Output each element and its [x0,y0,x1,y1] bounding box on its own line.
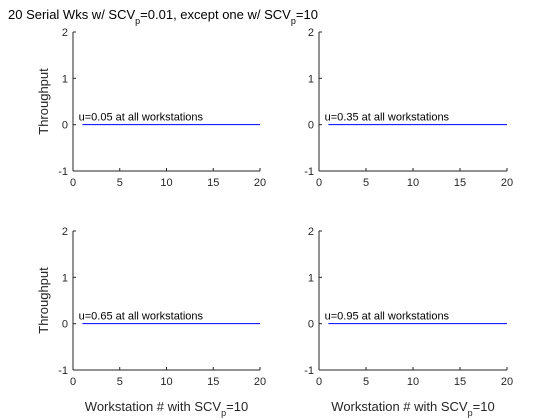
x-tick-label: 10 [407,177,419,189]
x-tick-label: 10 [160,376,172,388]
y-tick-label: 1 [62,73,68,85]
y-tick-label: 2 [308,226,314,238]
y-tick-label: 0 [308,319,314,331]
x-tick-label: 20 [254,376,266,388]
x-tick-label: 5 [363,177,369,189]
annotation-label: u=0.05 at all workstations [79,112,204,124]
x-axis-label: Workstation # with SCVp=10 [85,399,248,418]
y-tick-label: 2 [62,27,68,39]
x-tick-label: 5 [117,376,123,388]
x-tick-label: 15 [454,177,466,189]
y-tick-label: -1 [304,166,314,178]
x-tick-label: 15 [454,376,466,388]
x-tick-label: 0 [316,376,322,388]
y-tick-label: 1 [308,73,314,85]
figure-title: 20 Serial Wks w/ SCVp=0.01, except one w… [8,7,318,26]
y-tick-label: -1 [58,365,68,377]
x-tick-label: 20 [501,177,513,189]
y-tick-label: -1 [58,166,68,178]
y-tick-label: 2 [62,226,68,238]
y-tick-label: 2 [308,27,314,39]
x-tick-label: 5 [363,376,369,388]
x-tick-label: 0 [316,177,322,189]
x-axis-label: Workstation # with SCVp=10 [331,399,494,418]
y-axis-label: Throughput [36,267,51,334]
annotation-label: u=0.95 at all workstations [325,311,450,323]
y-tick-label: 0 [62,120,68,132]
x-tick-label: 5 [117,177,123,189]
x-tick-label: 15 [207,376,219,388]
x-tick-label: 20 [501,376,513,388]
y-tick-label: -1 [304,365,314,377]
y-tick-label: 0 [308,120,314,132]
x-tick-label: 0 [70,177,76,189]
x-tick-label: 10 [407,376,419,388]
annotation-label: u=0.35 at all workstations [325,112,450,124]
y-tick-label: 1 [62,272,68,284]
annotation-label: u=0.65 at all workstations [79,311,204,323]
y-axis-label: Throughput [36,68,51,135]
x-tick-label: 10 [160,177,172,189]
x-tick-label: 15 [207,177,219,189]
x-tick-label: 20 [254,177,266,189]
x-tick-label: 0 [70,376,76,388]
y-tick-label: 0 [62,319,68,331]
y-tick-label: 1 [308,272,314,284]
